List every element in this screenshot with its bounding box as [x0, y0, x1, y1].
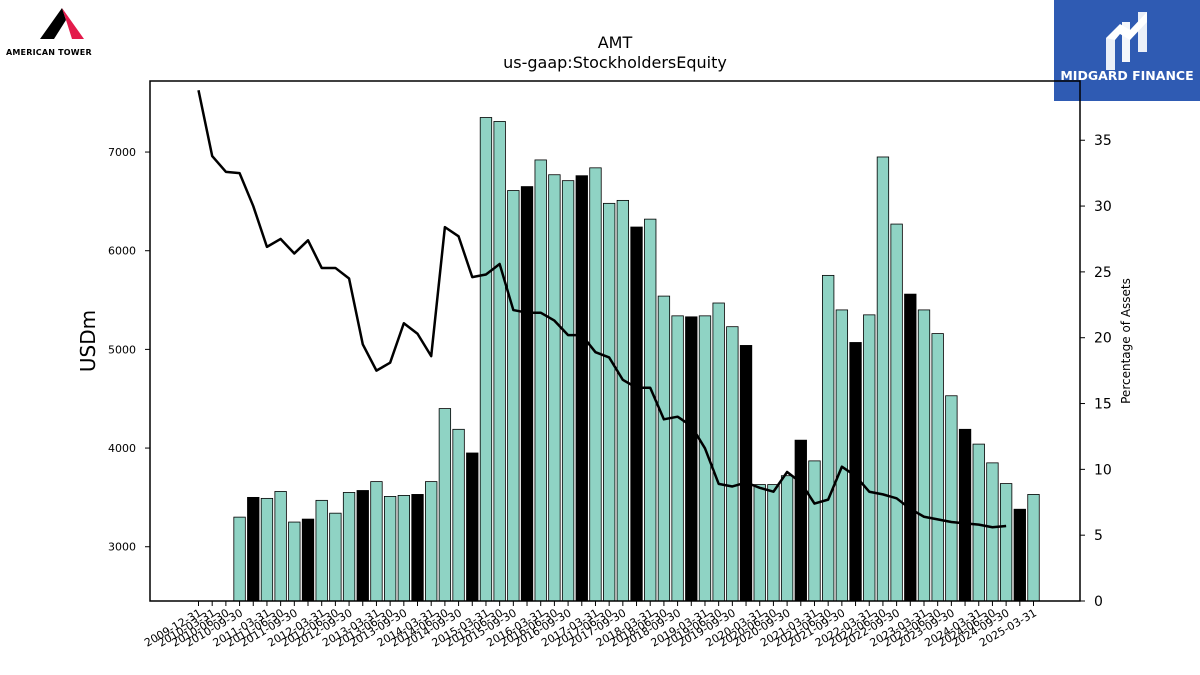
bar-2021-09-30 — [835, 309, 849, 602]
bar-2015-12-31 — [520, 186, 534, 602]
bar-2012-12-31 — [356, 490, 369, 602]
midgard-m-icon — [1106, 12, 1147, 70]
y2-tick-label: 30 — [1094, 199, 1112, 215]
plot-area — [149, 80, 1081, 602]
bar-2013-09-30 — [397, 495, 410, 602]
bar-2024-09-30 — [999, 483, 1013, 602]
bar-2015-03-31 — [479, 117, 493, 602]
bar-2017-09-30 — [616, 199, 629, 602]
y2-tick-label: 10 — [1094, 462, 1112, 478]
bar-2012-06-30 — [329, 512, 342, 602]
bar-2019-12-31 — [739, 345, 753, 602]
bar-2017-03-31 — [589, 167, 602, 602]
bar-2021-06-30 — [822, 274, 835, 602]
midgard-finance-logo: MIDGARD FINANCE — [1054, 0, 1200, 101]
bar-2013-06-30 — [383, 496, 397, 602]
bar-2024-03-31 — [972, 443, 985, 602]
american-tower-mark-icon — [40, 8, 84, 39]
percentage-of-assets-line — [197, 89, 1007, 529]
bar-2021-03-31 — [808, 460, 821, 602]
bar-2013-12-31 — [411, 494, 424, 602]
bar-2016-06-30 — [548, 174, 561, 602]
y2-tick-label: 20 — [1094, 331, 1112, 347]
chart-subtitle: us-gaap:StockholdersEquity — [503, 53, 727, 72]
bar-2018-03-31 — [644, 218, 657, 602]
midgard-finance-wordmark: MIDGARD FINANCE — [1060, 68, 1194, 83]
bar-2016-12-31 — [575, 175, 588, 602]
bar-2025-03-31 — [1027, 494, 1040, 602]
bar-2016-03-31 — [534, 159, 547, 602]
bar-2022-03-31 — [863, 314, 876, 602]
bar-2011-12-31 — [301, 518, 315, 602]
bar-2023-12-31 — [958, 428, 972, 602]
y2-tick-label: 35 — [1094, 133, 1112, 149]
bar-2015-06-30 — [493, 121, 506, 602]
bar-2019-09-30 — [726, 326, 739, 602]
y2-tick-label: 0 — [1094, 594, 1103, 610]
bar-2024-06-30 — [986, 462, 999, 602]
bar-2023-06-30 — [931, 333, 944, 602]
bar-2023-09-30 — [945, 395, 958, 602]
bar-2019-06-30 — [712, 302, 725, 602]
y-tick-label: 6000 — [108, 245, 136, 258]
y2-tick-label: 5 — [1094, 528, 1103, 544]
bar-2014-03-31 — [425, 481, 438, 602]
bar-2020-06-30 — [767, 484, 780, 602]
bar-2014-09-30 — [452, 428, 465, 602]
bar-2010-09-30 — [233, 516, 246, 602]
y-tick-label: 7000 — [108, 146, 136, 159]
bar-2020-03-31 — [753, 484, 766, 602]
american-tower-logo: AMERICAN TOWER — [6, 6, 124, 58]
bar-2018-12-31 — [685, 316, 698, 602]
y-axis-label: USDm — [76, 310, 100, 372]
bar-2024-12-31 — [1013, 508, 1026, 602]
american-tower-wordmark: AMERICAN TOWER — [6, 48, 92, 57]
y-tick-label: 4000 — [108, 442, 136, 455]
y2-tick-label: 25 — [1094, 265, 1112, 281]
bar-2013-03-31 — [370, 481, 383, 602]
bar-2020-12-31 — [794, 439, 807, 602]
bar-2020-09-30 — [780, 475, 794, 602]
bar-2018-09-30 — [671, 315, 684, 602]
chart-title: AMT — [598, 33, 633, 52]
bar-2014-06-30 — [438, 408, 452, 602]
y2-axis-label: Percentage of Assets — [1119, 278, 1133, 404]
bar-2022-12-31 — [904, 293, 917, 602]
bar-2017-06-30 — [603, 202, 616, 602]
bar-2022-09-30 — [890, 223, 903, 602]
bar-2011-03-31 — [260, 497, 274, 602]
bar-2014-12-31 — [466, 452, 479, 602]
bar-2017-12-31 — [630, 226, 643, 602]
bar-2012-09-30 — [342, 492, 356, 602]
bar-2022-06-30 — [876, 156, 890, 602]
y-tick-label: 3000 — [108, 541, 136, 554]
bar-2016-09-30 — [561, 180, 575, 602]
bar-2011-06-30 — [274, 491, 287, 602]
bar-2023-03-31 — [917, 309, 931, 602]
bar-2011-09-30 — [288, 521, 301, 602]
bar-2018-06-30 — [657, 295, 671, 602]
bar-2010-12-31 — [247, 496, 260, 602]
bar-2012-03-31 — [315, 499, 328, 602]
y2-tick-label: 15 — [1094, 397, 1112, 413]
y-tick-label: 5000 — [108, 343, 136, 356]
bar-2015-09-30 — [507, 190, 520, 602]
